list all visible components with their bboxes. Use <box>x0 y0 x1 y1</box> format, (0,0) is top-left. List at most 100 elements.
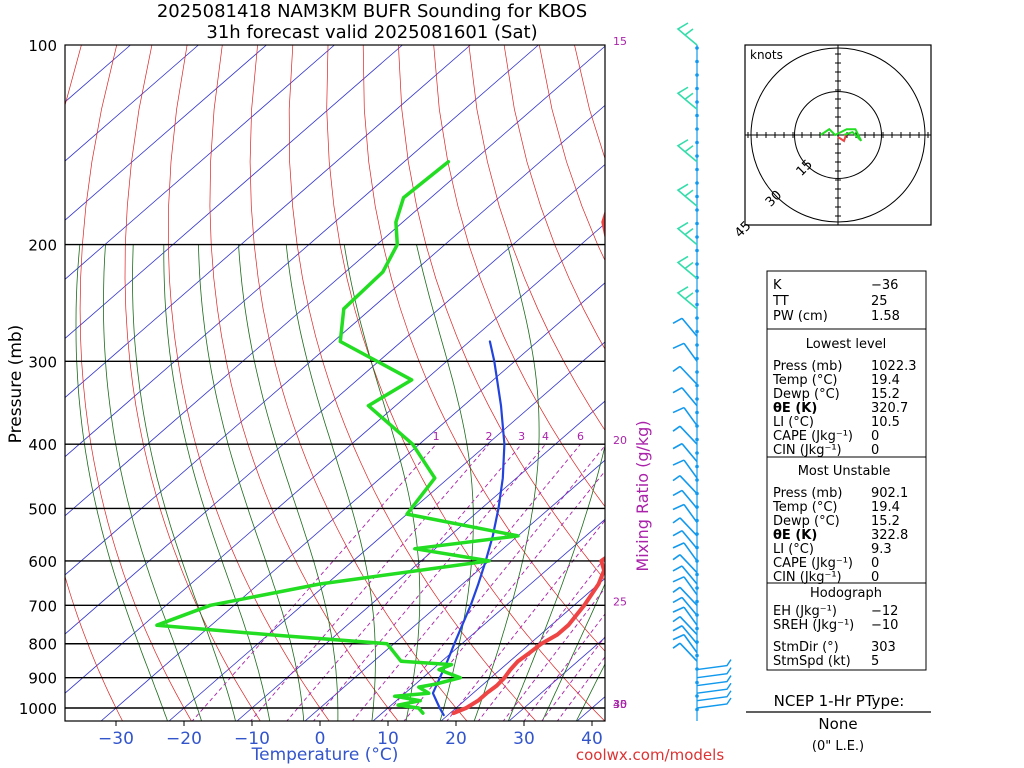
moist-adiabat-line <box>507 444 605 721</box>
eh-label: EH (Jkg⁻¹) <box>773 604 837 619</box>
mu-thetae-label: θE (K) <box>773 528 817 543</box>
pressure-tick-label: 400 <box>28 436 57 454</box>
wind-barb-flag <box>672 529 683 537</box>
mu-li-label: LI (°C) <box>773 542 814 557</box>
wind-level-dot <box>695 653 699 658</box>
wind-barb <box>679 475 698 495</box>
wind-barb-flag <box>672 633 685 641</box>
mixing-ratio-line <box>556 656 605 721</box>
dry-adiabat-line <box>398 45 605 581</box>
dry-adiabat-line <box>962 45 1024 722</box>
mixing-ratio-line <box>523 613 605 721</box>
pressure-tick-label: 1000 <box>19 700 57 718</box>
wind-barb-flag <box>684 261 694 270</box>
wind-level-dot <box>695 343 699 347</box>
hodograph-rings <box>745 45 931 225</box>
wind-barb-flag <box>684 292 694 300</box>
wind-barb <box>696 667 732 679</box>
stmspd-value: 5 <box>871 654 879 669</box>
stmdir-label: StmDir (°) <box>773 640 839 655</box>
wind-barb <box>683 634 698 654</box>
lowest-cin-label: CIN (Jkg⁻¹) <box>773 443 842 458</box>
wind-barb-flag <box>672 425 681 432</box>
plot-frame <box>64 44 606 722</box>
wind-barb <box>676 22 698 46</box>
wind-level-dot <box>695 46 699 50</box>
dewpoint-trace <box>155 159 520 715</box>
mixing-ratio-label: 30 <box>613 698 627 711</box>
wind-barb-column <box>672 22 732 721</box>
dry-adiabat-line <box>249 45 468 721</box>
stmdir-value: 303 <box>871 640 896 655</box>
mu-temp-value: 19.4 <box>871 500 900 515</box>
temperature-tick-label: −10 <box>234 729 270 749</box>
mixing-ratio-line <box>403 470 605 721</box>
wind-barb-flag <box>684 92 694 100</box>
wind-barb-flag <box>672 365 681 373</box>
wind-barb <box>696 690 732 702</box>
index-label-pw: PW (cm) <box>773 309 828 324</box>
pressure-tick-label: 500 <box>28 500 57 518</box>
mixing-ratio-line <box>446 519 605 721</box>
moist-adiabat-line <box>575 663 605 721</box>
wind-barb-flag <box>672 596 683 604</box>
mixing-ratio-label: 3 <box>518 430 525 443</box>
isotherm-line <box>236 400 605 721</box>
wind-barb <box>696 682 732 694</box>
moist-adiabat-line <box>473 244 540 721</box>
wind-barb <box>676 286 698 310</box>
isotherm-line <box>440 577 605 721</box>
isotherm-line <box>372 518 605 721</box>
mu-thetae-value: 322.8 <box>871 528 908 543</box>
wind-level-dot <box>695 289 699 293</box>
temperature-tick-label: 40 <box>581 729 603 749</box>
isotherm-line <box>304 459 605 721</box>
ptype-note: (0" L.E.) <box>812 739 864 754</box>
wind-barb-flag <box>684 227 694 236</box>
lowest-dewp-value: 15.2 <box>871 387 900 402</box>
wind-level-dot <box>695 86 699 91</box>
mixing-ratio-line <box>541 635 605 721</box>
wind-barb-flag <box>672 406 685 414</box>
wind-barb-flag <box>684 145 694 153</box>
dry-adiabat-line <box>124 45 261 721</box>
wind-level-dot <box>695 478 699 482</box>
wind-level-dot <box>695 464 699 469</box>
wind-barb-flag <box>672 576 685 583</box>
lowest-cape-value: 0 <box>871 429 879 444</box>
mu-temp-label: Temp (°C) <box>772 500 838 515</box>
stats-table: K −36 TT 25 PW (cm) 1.58 Lowest level Pr… <box>766 270 927 671</box>
mixing-ratio-label: 8 <box>617 0 624 3</box>
mu-cape-label: CAPE (Jkg⁻¹) <box>773 556 853 571</box>
dry-adiabat-line <box>927 45 1024 722</box>
isotherm-line <box>65 45 471 399</box>
index-value-tt: 25 <box>871 294 888 309</box>
wind-level-dot <box>695 599 699 604</box>
chart-title: 2025081418 NAM3KM BUFR Sounding for KBOS <box>157 1 587 22</box>
wind-barb-flag <box>672 615 681 623</box>
profiles <box>155 159 605 717</box>
mixing-ratio-label: 1 <box>433 430 440 443</box>
wind-level-dot <box>695 154 699 158</box>
isotherm-line <box>65 163 605 635</box>
sreh-label: SREH (Jkg⁻¹) <box>773 618 854 633</box>
dry-adiabat-line <box>167 45 330 721</box>
index-label-k: K <box>773 278 782 293</box>
index-value-pw: 1.58 <box>871 309 900 324</box>
isotherm-line <box>100 282 605 721</box>
isotherm-line <box>65 45 199 162</box>
mixing-ratio-label: 10 <box>613 0 627 3</box>
wind-barb-flag <box>672 606 685 613</box>
mixing-ratio-label: 25 <box>613 595 627 608</box>
wind-level-dot <box>695 167 699 172</box>
temperature-trace <box>451 209 605 716</box>
dry-adiabat-line <box>362 45 605 652</box>
lowest-press-label: Press (mb) <box>773 359 842 374</box>
wind-barb <box>679 616 698 636</box>
wind-barb <box>676 221 698 246</box>
index-value-k: −36 <box>871 278 898 293</box>
lowest-dewp-label: Dewp (°C) <box>773 387 840 402</box>
moist-adiabat-line <box>285 244 376 721</box>
